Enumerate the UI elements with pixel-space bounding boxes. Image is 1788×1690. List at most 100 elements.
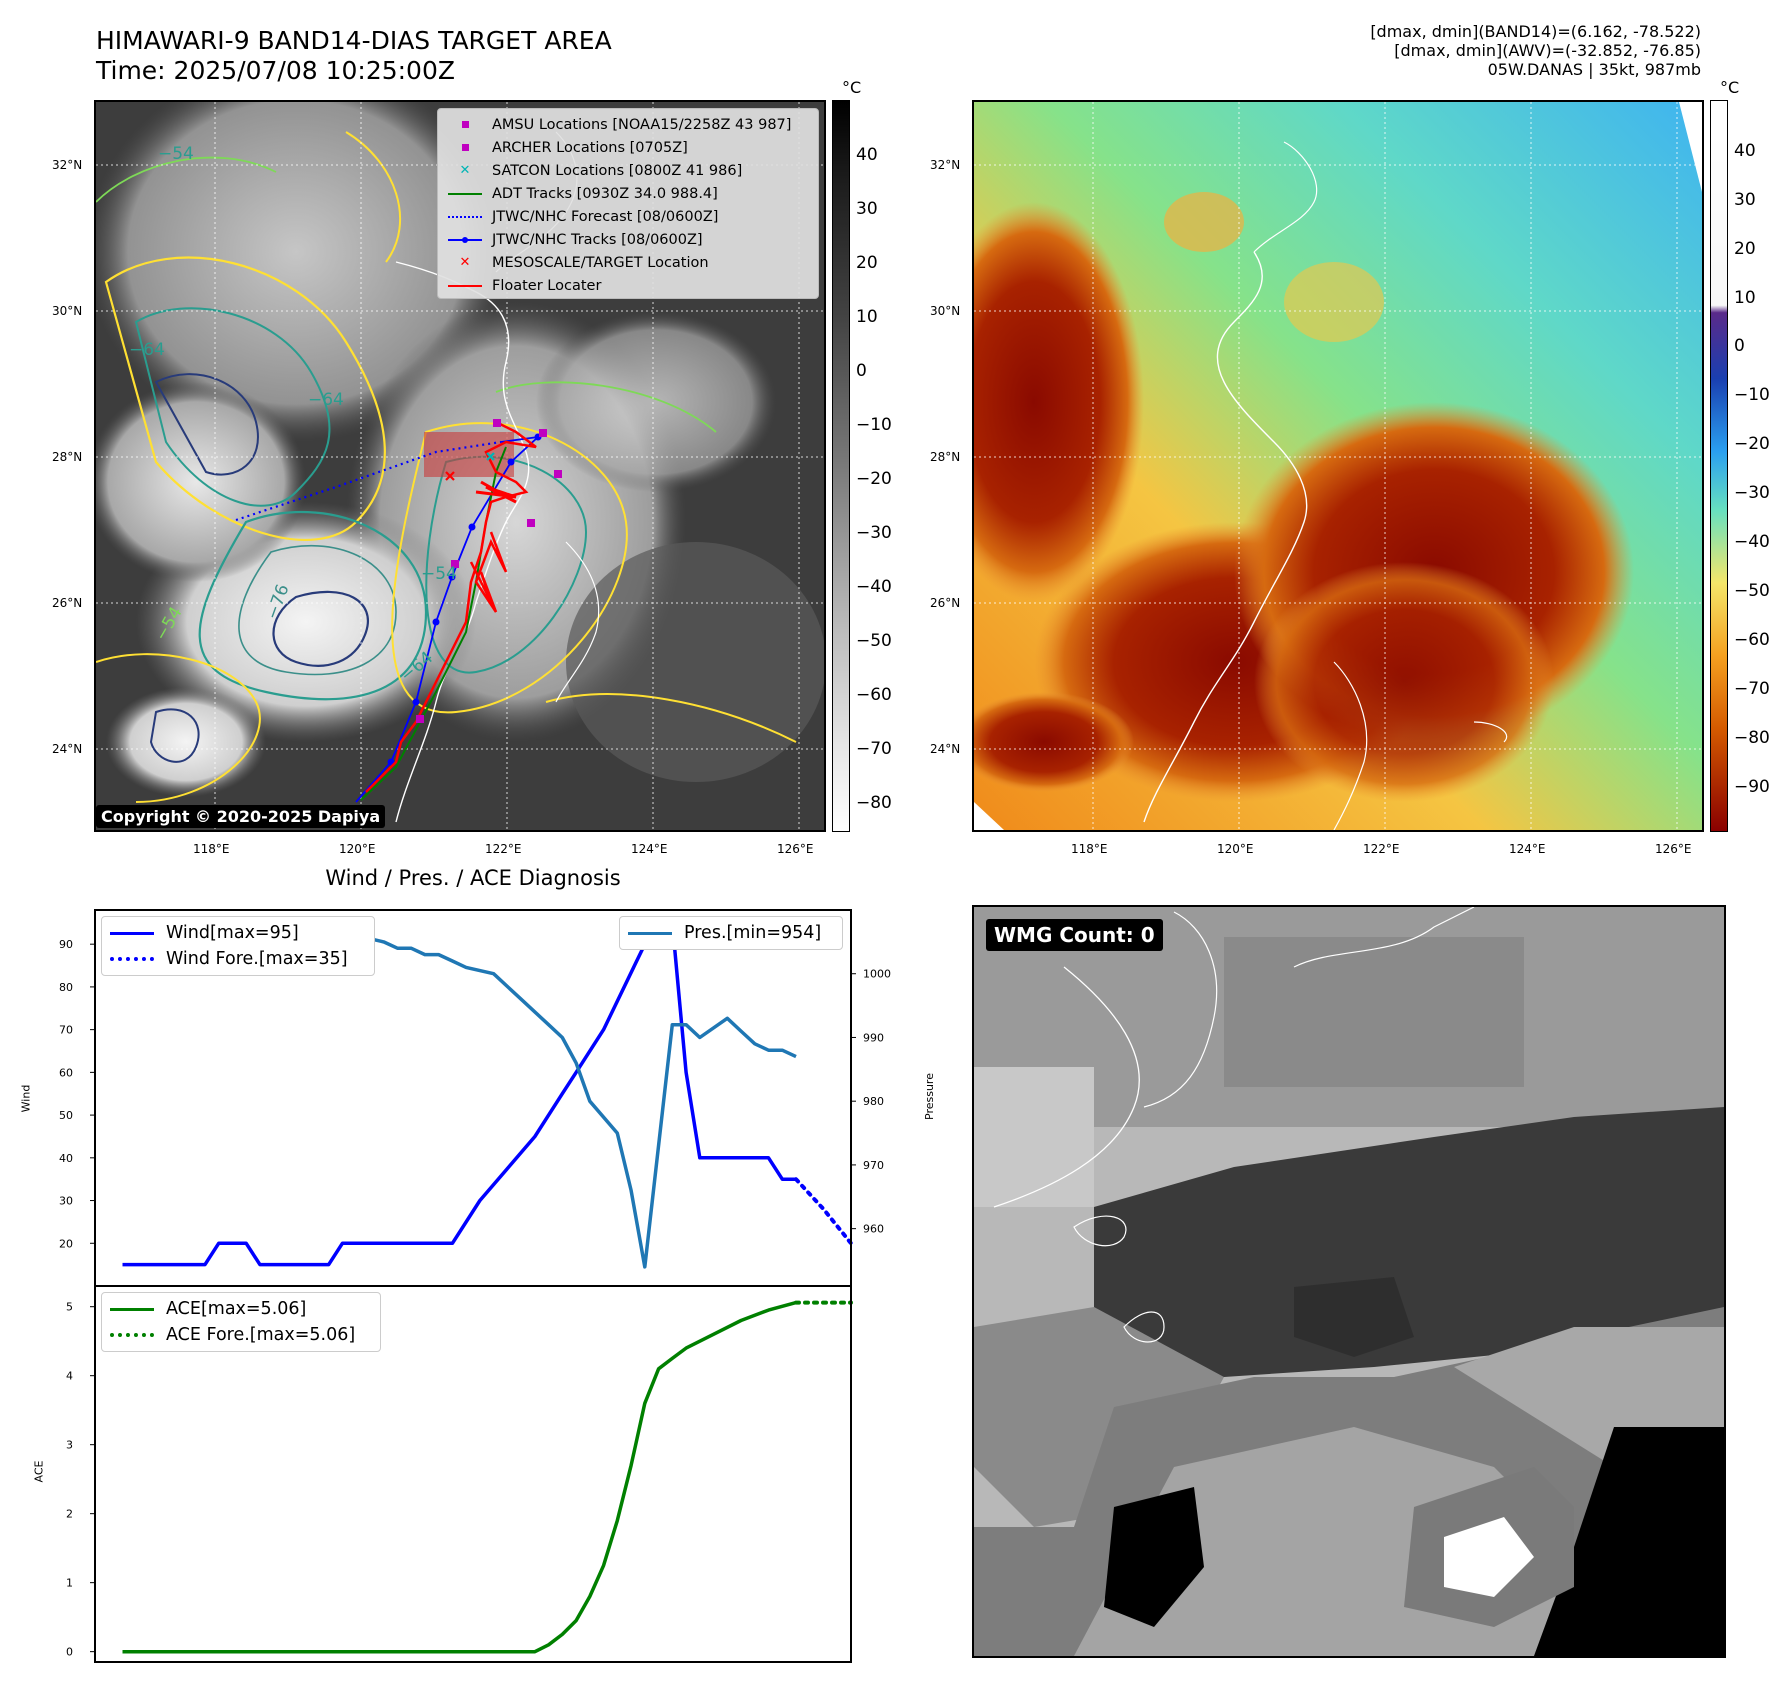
ir-cb-tick: 20 <box>856 253 878 273</box>
ace-legend: ACE[max=5.06] ACE Fore.[max=5.06] <box>101 1292 381 1352</box>
y-tick-label: 50 <box>59 1109 73 1122</box>
series-line <box>122 921 796 1267</box>
ir-cb-tick: 10 <box>856 307 878 327</box>
y-tick-label: 90 <box>59 938 73 951</box>
lon-label: 126°E <box>777 842 814 856</box>
wv-cb-tick: −70 <box>1734 679 1770 699</box>
y2-tick-label: 970 <box>863 1159 884 1172</box>
ir-map-panel: −64 −76 −54 −64 −54 −64 −54 AMSU Locatio… <box>94 100 826 832</box>
lat-label: 32°N <box>930 158 961 172</box>
ir-colorbar <box>832 100 850 832</box>
ir-cb-tick: 0 <box>856 361 867 381</box>
ace-ylabel: ACE <box>32 1460 46 1483</box>
y-tick-label: 60 <box>59 1066 73 1079</box>
contour-label: −64 <box>129 340 165 360</box>
ir-cb-tick: −10 <box>856 415 892 435</box>
lon-label: 122°E <box>485 842 522 856</box>
legend-wind: Wind[max=95] <box>110 920 366 946</box>
lat-label: 30°N <box>52 304 83 318</box>
ir-cb-tick: −20 <box>856 469 892 489</box>
legend-pressure: Pres.[min=954] <box>628 920 834 946</box>
y-tick-label: 0 <box>66 1646 73 1659</box>
wv-cb-tick: −40 <box>1734 532 1770 552</box>
ir-cb-tick: −60 <box>856 685 892 705</box>
ace-axes: 0 1 2 3 4 5 <box>66 1300 853 1659</box>
series-line <box>794 1177 853 1246</box>
figure-title: HIMAWARI-9 BAND14-DIAS TARGET AREA Time:… <box>96 26 612 86</box>
ir-cb-tick: −30 <box>856 523 892 543</box>
diag-title: Wind / Pres. / ACE Diagnosis <box>325 866 621 890</box>
wv-cb-tick: −90 <box>1734 777 1770 797</box>
wv-cb-tick: −30 <box>1734 483 1770 503</box>
lat-label: 24°N <box>930 742 961 756</box>
contour-label: −54 <box>158 144 194 164</box>
y2-tick-label: 980 <box>863 1095 884 1108</box>
y2-tick-label: 1000 <box>863 968 891 981</box>
legend-jtwc-tracks: JTWC/NHC Tracks [08/0600Z] <box>446 228 810 251</box>
y-tick-label: 30 <box>59 1195 73 1208</box>
legend-ace-fore: ACE Fore.[max=5.06] <box>110 1322 372 1348</box>
wv-cb-tick: 0 <box>1734 336 1745 356</box>
legend-amsu: AMSU Locations [NOAA15/2258Z 43 987] <box>446 113 810 136</box>
ace-plot-frame <box>94 1285 852 1663</box>
y-tick-label: 70 <box>59 1024 73 1037</box>
ir-cb-tick: 30 <box>856 199 878 219</box>
lat-label: 24°N <box>52 742 83 756</box>
series-line <box>122 927 797 1269</box>
lon-label: 124°E <box>631 842 668 856</box>
wv-colorbar-unit: °C <box>1720 78 1740 97</box>
wv-map-image <box>974 102 1702 830</box>
wmg-image <box>974 907 1724 1656</box>
y-tick-label: 1 <box>66 1577 73 1590</box>
lat-label: 30°N <box>930 304 961 318</box>
wind-legend: Wind[max=95] Wind Fore.[max=35] <box>101 916 375 976</box>
wv-cb-tick: −60 <box>1734 630 1770 650</box>
wv-cb-tick: 30 <box>1734 190 1756 210</box>
lon-label: 120°E <box>339 842 376 856</box>
wv-cb-tick: 20 <box>1734 239 1756 259</box>
lat-label: 26°N <box>52 596 83 610</box>
y2-tick-label: 960 <box>863 1223 884 1236</box>
ir-cb-tick: −80 <box>856 793 892 813</box>
ir-cb-tick: −40 <box>856 577 892 597</box>
ir-cb-tick: −70 <box>856 739 892 759</box>
series-line <box>122 1300 797 1654</box>
wmg-panel: WMG Count: 0 <box>972 905 1726 1658</box>
wv-cb-tick: −20 <box>1734 434 1770 454</box>
wv-cb-tick: 10 <box>1734 288 1756 308</box>
wmg-count-label: WMG Count: 0 <box>986 919 1163 951</box>
legend-floater: Floater Locater <box>446 274 810 297</box>
legend-ace: ACE[max=5.06] <box>110 1296 372 1322</box>
lat-label: 28°N <box>52 450 83 464</box>
wv-map-panel <box>972 100 1704 832</box>
y2-tick-label: 990 <box>863 1031 884 1044</box>
copyright-label: Copyright © 2020-2025 Dapiya <box>96 805 386 828</box>
wv-cb-tick: −80 <box>1734 728 1770 748</box>
wind-ylabel: Wind <box>19 1084 33 1113</box>
title-line-2: Time: 2025/07/08 10:25:00Z <box>96 56 455 85</box>
ir-cb-tick: −50 <box>856 631 892 651</box>
y-tick-label: 80 <box>59 981 73 994</box>
legend-adt: ADT Tracks [0930Z 34.0 988.4] <box>446 182 810 205</box>
wv-colorbar <box>1710 100 1728 832</box>
y-tick-label: 4 <box>66 1370 73 1383</box>
info-line-1: [dmax, dmin](BAND14)=(6.162, -78.522) <box>1370 22 1701 41</box>
legend-jtwc-forecast: JTWC/NHC Forecast [08/0600Z] <box>446 205 810 228</box>
y-tick-label: 3 <box>66 1439 73 1452</box>
pressure-ylabel: Pressure <box>922 1073 936 1120</box>
contour-label: −54 <box>421 564 457 584</box>
info-line-3: 05W.DANAS | 35kt, 987mb <box>1487 60 1701 79</box>
pressure-legend: Pres.[min=954] <box>619 916 843 950</box>
y-tick-label: 40 <box>59 1152 73 1165</box>
legend-target: ✕ MESOSCALE/TARGET Location <box>459 254 709 271</box>
contour-label: −64 <box>308 390 344 410</box>
legend-wind-fore: Wind Fore.[max=35] <box>110 946 366 972</box>
lat-label: 26°N <box>930 596 961 610</box>
legend-archer: ARCHER Locations [0705Z] <box>446 136 810 159</box>
info-line-2: [dmax, dmin](AWV)=(-32.852, -76.85) <box>1394 41 1701 60</box>
lon-label: 118°E <box>1071 842 1108 856</box>
ir-colorbar-unit: °C <box>842 78 862 97</box>
y-tick-label: 2 <box>66 1508 73 1521</box>
lon-label: 126°E <box>1655 842 1692 856</box>
